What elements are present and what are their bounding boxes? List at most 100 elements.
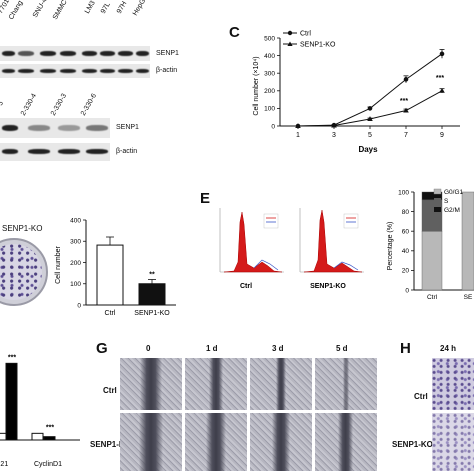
y-axis-label: Percentage (%)	[387, 222, 394, 271]
lane-label: HepG2	[131, 0, 150, 18]
data-point	[439, 88, 445, 93]
legend-marker-ko	[287, 41, 293, 46]
row-label: Ctrl	[103, 386, 117, 395]
legend: G0/G1 S G2/M	[433, 188, 464, 214]
y-tick-label: 300	[264, 71, 275, 78]
panel-letter-g: G	[96, 340, 108, 357]
lane-label: LM3	[83, 0, 97, 15]
lane-label: SMMC-7721	[51, 0, 78, 21]
transwell-photo	[432, 413, 474, 471]
significance-label: ***	[8, 354, 16, 361]
x-tick-label: SENP1-KO	[134, 310, 170, 317]
panel-letter-h: H	[400, 340, 411, 357]
wound-photo	[120, 413, 182, 471]
flow-histograms: Ctrl SENP1-KO	[219, 208, 364, 290]
y-axis-label: Cell number (×10⁴)	[253, 56, 260, 115]
y-tick-label: 400	[264, 53, 275, 60]
lane-label: Chang liver	[7, 0, 32, 21]
significance-label: ***	[436, 75, 444, 82]
bar	[5, 362, 18, 441]
data-point	[295, 123, 301, 128]
blot-label: SENP1	[116, 124, 139, 131]
cell-cycle-stacked-chart: Percentage (%) 0 20 40 60 80 100 Ctrl SE G0/G1…	[387, 188, 474, 301]
data-point	[439, 51, 445, 57]
y-tick-label: 100	[264, 106, 275, 113]
y-tick-label: 100	[398, 189, 409, 196]
colony-dish-photo	[0, 238, 48, 306]
y-tick-label: 40	[402, 248, 410, 255]
significance-label: ***	[46, 424, 54, 431]
legend-label: Ctrl	[300, 31, 311, 38]
y-tick-label: 0	[405, 287, 409, 294]
bar	[138, 283, 166, 306]
y-tick-label: 200	[264, 88, 275, 95]
legend-label: G0/G1	[444, 189, 464, 196]
lane-label: 97L	[99, 1, 112, 15]
y-tick-label: 80	[402, 209, 410, 216]
wound-photo	[315, 413, 377, 471]
bar-marks: Ctrl SENP1-KO **	[96, 236, 170, 317]
y-tick-label: 200	[70, 260, 81, 267]
x-tick-label: P21	[0, 461, 8, 468]
wound-photo	[315, 358, 377, 410]
flow-histogram-ctrl	[219, 208, 284, 273]
row-label: Ctrl	[414, 392, 428, 401]
timepoint-label: 1 d	[206, 344, 218, 353]
x-tick-label: 9	[440, 132, 444, 139]
panel-letter-c: C	[229, 24, 240, 41]
legend-label: SENP1-KO	[300, 42, 336, 49]
y-tick-label: 20	[402, 268, 410, 275]
row-label: SENP1-KO	[90, 440, 131, 449]
x-tick-label: 5	[368, 132, 372, 139]
x-tick-label: CyclinD1	[34, 461, 62, 468]
wound-photo	[185, 358, 247, 410]
legend-swatch-g2m	[434, 207, 441, 212]
axes: 0 100 200 300 400 500 1 3 5 7 9	[264, 35, 460, 139]
bar	[43, 436, 56, 441]
senp1-blot	[0, 46, 150, 61]
x-tick-label: Ctrl	[105, 310, 116, 317]
gene-expression-chart: *** P21 *** CyclinD1	[0, 354, 80, 468]
x-axis-label: Days	[358, 145, 378, 154]
beta-actin-blot	[0, 64, 150, 78]
stack-segment	[461, 191, 474, 291]
stack-segment	[421, 191, 443, 201]
x-tick-label: Ctrl	[427, 294, 438, 301]
bar	[31, 432, 44, 441]
stack-segment	[421, 231, 443, 291]
beta-actin-ko-blot	[0, 143, 110, 161]
legend: Ctrl SENP1-KO	[283, 31, 336, 49]
lane-label: SNU-423	[31, 0, 53, 19]
clone-label: 2-330-3	[49, 92, 69, 117]
significance-label: ***	[400, 98, 408, 105]
panel-letter-e: E	[200, 190, 211, 207]
bar-marks: *** P21 *** CyclinD1	[0, 354, 80, 468]
timepoint-label: 24 h	[440, 344, 457, 353]
wound-photo	[250, 413, 312, 471]
photo-label: SENP1-KO	[2, 224, 43, 233]
x-tick-label: 1	[296, 132, 300, 139]
flow-label: Ctrl	[240, 283, 252, 290]
x-tick-label: SE	[464, 294, 473, 301]
row-label: SENP1-KO	[392, 440, 433, 449]
bar	[96, 244, 124, 306]
x-tick-label: 7	[404, 132, 408, 139]
lane-label: 97H	[115, 0, 129, 15]
timepoint-label: 0	[146, 344, 151, 353]
wound-photo	[250, 358, 312, 410]
significance-label: **	[149, 272, 155, 279]
growth-curve-chart: Cell number (×10⁴) Days 0 100 200 300 400 500…	[253, 31, 460, 154]
stack-marks: Ctrl SE	[421, 191, 474, 301]
flow-label: SENP1-KO	[310, 283, 346, 290]
data-point	[403, 107, 409, 113]
y-tick-label: 100	[70, 281, 81, 288]
series-line	[297, 53, 443, 127]
flow-histogram-ko	[299, 208, 364, 273]
stack-segment	[421, 199, 443, 232]
legend-swatch-g0g1	[433, 188, 442, 195]
y-axis-label: Cell number	[55, 245, 62, 283]
y-tick-label: 0	[271, 123, 275, 130]
data-point	[331, 122, 337, 128]
clone-label: 2-330-6	[79, 92, 99, 117]
timepoint-label: 3 d	[272, 344, 284, 353]
